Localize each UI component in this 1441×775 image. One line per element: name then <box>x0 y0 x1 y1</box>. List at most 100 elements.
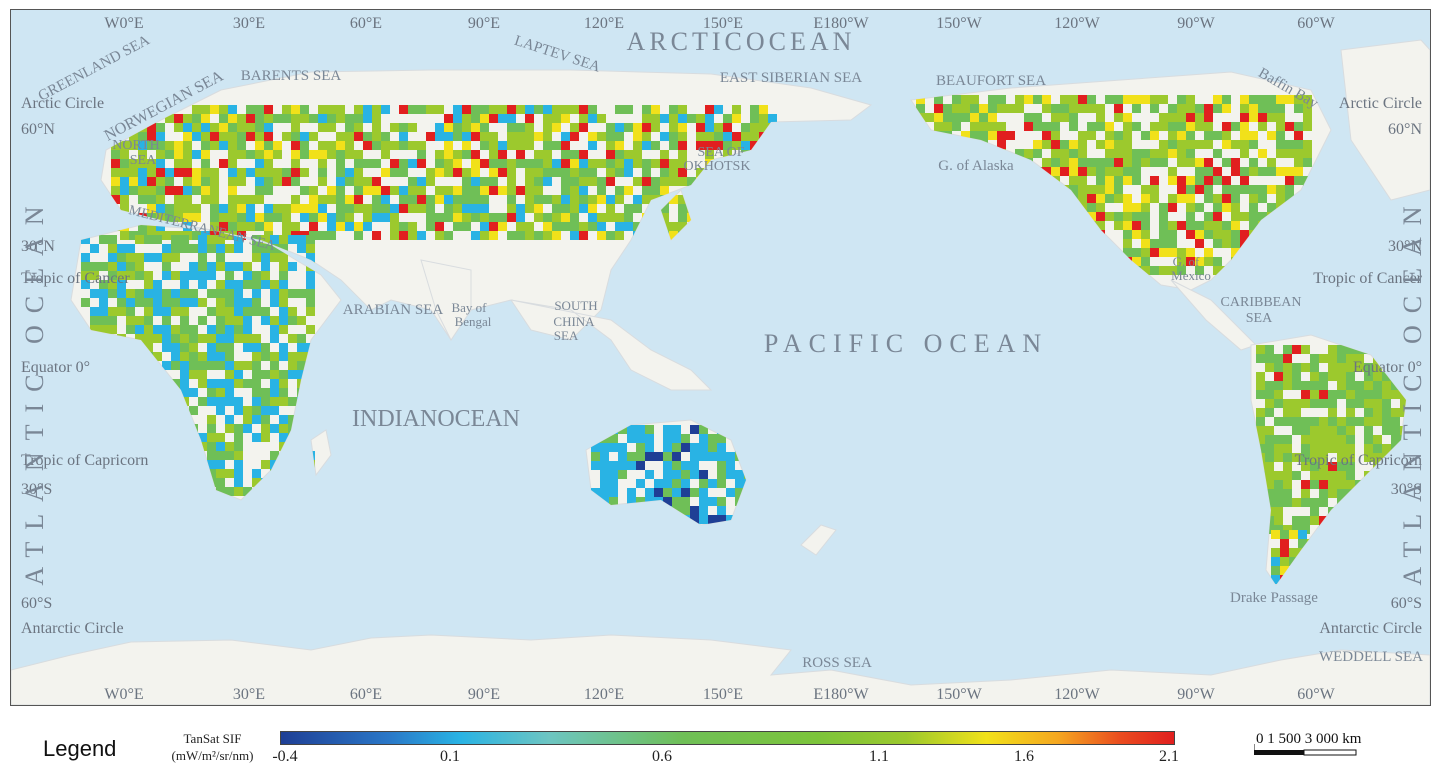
sif-pixel <box>399 159 408 168</box>
sif-pixel <box>597 213 606 222</box>
sif-pixel <box>1303 140 1312 149</box>
sif-pixel <box>1280 548 1289 557</box>
top-longitude-label: 60°W <box>1297 15 1335 32</box>
sif-pixel <box>1240 176 1249 185</box>
sif-pixel <box>108 316 117 325</box>
sif-pixel <box>171 289 180 298</box>
sif-pixel <box>192 132 201 141</box>
sif-pixel <box>252 388 261 397</box>
sif-pixel <box>561 195 570 204</box>
sif-pixel <box>952 113 961 122</box>
sif-pixel <box>120 141 129 150</box>
sif-pixel <box>1150 176 1159 185</box>
sif-pixel <box>219 204 228 213</box>
legend-tick: 0.6 <box>652 748 672 765</box>
sif-pixel <box>1024 122 1033 131</box>
sif-pixel <box>279 433 288 442</box>
sif-pixel <box>252 361 261 370</box>
sif-pixel <box>1042 122 1051 131</box>
sif-pixel <box>408 159 417 168</box>
sif-pixel <box>1123 149 1132 158</box>
legend-unit: TanSat SIF (mW/m²/sr/nm) <box>150 730 275 764</box>
sif-pixel <box>561 222 570 231</box>
sif-pixel <box>270 316 279 325</box>
sif-pixel <box>120 177 129 186</box>
india-landmass <box>420 259 472 341</box>
sif-pixel <box>507 159 516 168</box>
sif-pixel <box>270 352 279 361</box>
sif-pixel <box>1132 104 1141 113</box>
sif-pixel <box>234 280 243 289</box>
sif-pixel <box>144 253 153 262</box>
sif-pixel <box>1132 176 1141 185</box>
sif-pixel <box>1292 408 1301 417</box>
sif-pixel <box>1328 354 1337 363</box>
sif-pixel <box>1060 113 1069 122</box>
sif-pixel <box>264 213 273 222</box>
sif-pixel <box>453 204 462 213</box>
map-frame[interactable]: W0°E 30°E 60°E 90°E 120°E 150°E E180°W 150°W 120… <box>10 9 1431 706</box>
bottom-longitude-label: 90°E <box>468 686 500 703</box>
sif-pixel <box>225 397 234 406</box>
sif-pixel <box>216 451 225 460</box>
sif-pixel <box>660 132 669 141</box>
sif-pixel <box>120 186 129 195</box>
sif-pixel <box>270 325 279 334</box>
sif-pixel <box>417 105 426 114</box>
sif-pixel <box>1096 158 1105 167</box>
sif-pixel <box>180 325 189 334</box>
sif-pixel <box>1319 417 1328 426</box>
sif-pixel <box>291 168 300 177</box>
sif-pixel <box>264 168 273 177</box>
sif-pixel <box>354 231 363 240</box>
sif-pixel <box>507 186 516 195</box>
sif-pixel <box>651 114 660 123</box>
sif-pixel <box>961 131 970 140</box>
sif-pixel <box>699 506 708 515</box>
sif-pixel <box>1231 158 1240 167</box>
sif-pixel <box>336 168 345 177</box>
sif-pixel <box>255 177 264 186</box>
sif-pixel <box>210 168 219 177</box>
sif-pixel <box>1060 158 1069 167</box>
sif-pixel <box>1114 185 1123 194</box>
left-latitude-label: 60°N <box>21 121 55 138</box>
sif-pixel <box>162 307 171 316</box>
sif-pixel <box>1303 113 1312 122</box>
sif-pixel <box>270 379 279 388</box>
sif-pixel <box>207 442 216 451</box>
sif-pixel <box>300 204 309 213</box>
sif-pixel <box>252 433 261 442</box>
sif-pixel <box>970 122 979 131</box>
sif-pixel <box>162 361 171 370</box>
sif-pixel <box>372 195 381 204</box>
sif-pixel <box>663 434 672 443</box>
sif-pixel <box>1373 381 1382 390</box>
sif-pixel <box>615 195 624 204</box>
sif-pixel <box>171 325 180 334</box>
sif-pixel <box>997 131 1006 140</box>
sif-pixel <box>1382 417 1391 426</box>
sif-pixel <box>462 141 471 150</box>
world-map[interactable]: W0°E 30°E 60°E 90°E 120°E 150°E E180°W 150°W 120… <box>11 10 1430 705</box>
sif-pixel <box>1283 435 1292 444</box>
sif-pixel <box>399 123 408 132</box>
sif-pixel <box>252 469 261 478</box>
sif-pixel <box>297 316 306 325</box>
left-latitude-label: Arctic Circle <box>21 95 104 112</box>
sif-pixel <box>615 123 624 132</box>
sif-pixel <box>129 231 138 240</box>
sif-pixel <box>354 168 363 177</box>
sif-pixel <box>138 168 147 177</box>
sif-pixel <box>291 195 300 204</box>
sif-pixel <box>669 132 678 141</box>
sif-pixel <box>1096 203 1105 212</box>
sif-pixel <box>153 280 162 289</box>
arctic-ocean-label: ARCTICOCEAN <box>627 27 856 56</box>
sif-pixel <box>633 222 642 231</box>
sif-pixel <box>1105 212 1114 221</box>
sif-pixel <box>633 150 642 159</box>
sif-pixel <box>288 415 297 424</box>
sif-pixel <box>480 222 489 231</box>
sif-pixel <box>363 177 372 186</box>
